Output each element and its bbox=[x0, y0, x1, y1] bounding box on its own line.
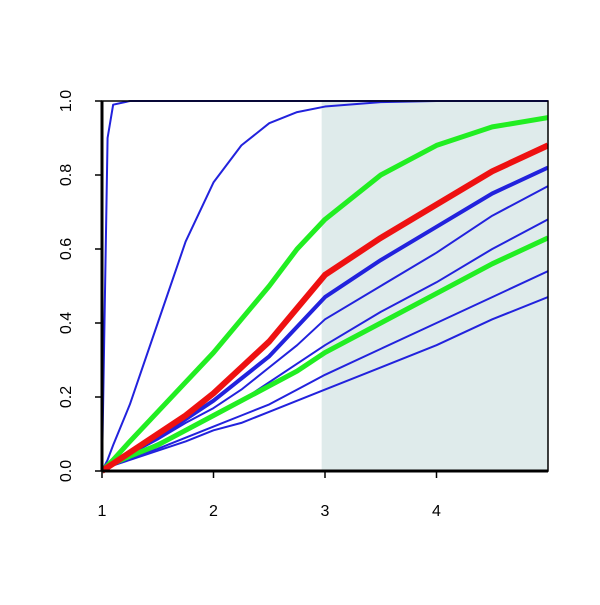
y-tick-label: 0.4 bbox=[58, 312, 75, 334]
x-tick-label: 1 bbox=[98, 503, 107, 520]
y-tick-label: 0.8 bbox=[58, 164, 75, 186]
y-tick-label: 0.6 bbox=[58, 238, 75, 260]
y-tick-label: 1.0 bbox=[58, 90, 75, 112]
curve bbox=[102, 142, 548, 474]
x-tick-label: 4 bbox=[432, 503, 441, 520]
x-tick-label: 3 bbox=[321, 503, 330, 520]
curve bbox=[102, 115, 548, 473]
y-tick-label: 0.0 bbox=[58, 460, 75, 482]
x-tick-label: 2 bbox=[209, 503, 218, 520]
y-tick-label: 0.2 bbox=[58, 386, 75, 408]
